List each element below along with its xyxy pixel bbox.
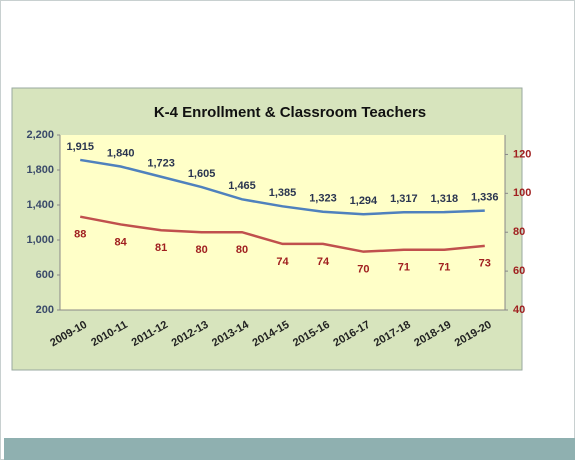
data-label: 1,605 (188, 168, 216, 180)
data-label: 1,323 (309, 193, 337, 205)
line (80, 158, 485, 216)
y-tick-label: 1,000 (26, 234, 54, 246)
data-label: 1,915 (66, 141, 94, 153)
y-tick-label: 1,800 (26, 164, 54, 176)
chart-title: K-4 Enrollment & Classroom Teachers (154, 104, 426, 121)
data-label: 80 (236, 244, 248, 256)
data-label: 1,317 (390, 193, 418, 205)
y-tick-label: 200 (36, 304, 54, 316)
data-label: 81 (155, 242, 167, 254)
line (79, 215, 485, 253)
data-label: 1,723 (147, 158, 175, 170)
data-label: 1,336 (471, 192, 499, 204)
y2-tick-label: 60 (513, 265, 525, 277)
data-label: 73 (479, 258, 491, 270)
data-label: 70 (357, 264, 369, 276)
data-label: 1,294 (350, 195, 378, 207)
data-label: 88 (74, 229, 86, 241)
y-tick-label: 1,400 (26, 199, 54, 211)
footer-bar (4, 438, 575, 460)
data-label: 1,465 (228, 180, 256, 192)
y2-tick-label: 120 (513, 148, 531, 160)
data-label: 1,318 (431, 193, 459, 205)
y2-tick-label: 100 (513, 187, 531, 199)
data-label: 1,385 (269, 187, 297, 199)
y2-tick-label: 40 (513, 304, 525, 316)
plot-area (60, 135, 505, 310)
data-label: 1,840 (107, 147, 135, 159)
data-label: 71 (398, 262, 410, 274)
data-label: 74 (317, 256, 330, 268)
y2-tick-label: 80 (513, 226, 525, 238)
y-tick-label: 600 (36, 269, 54, 281)
data-label: 74 (276, 256, 289, 268)
data-label: 84 (115, 236, 128, 248)
data-label: 71 (438, 262, 450, 274)
y-tick-label: 2,200 (26, 129, 54, 141)
data-label: 80 (195, 244, 207, 256)
